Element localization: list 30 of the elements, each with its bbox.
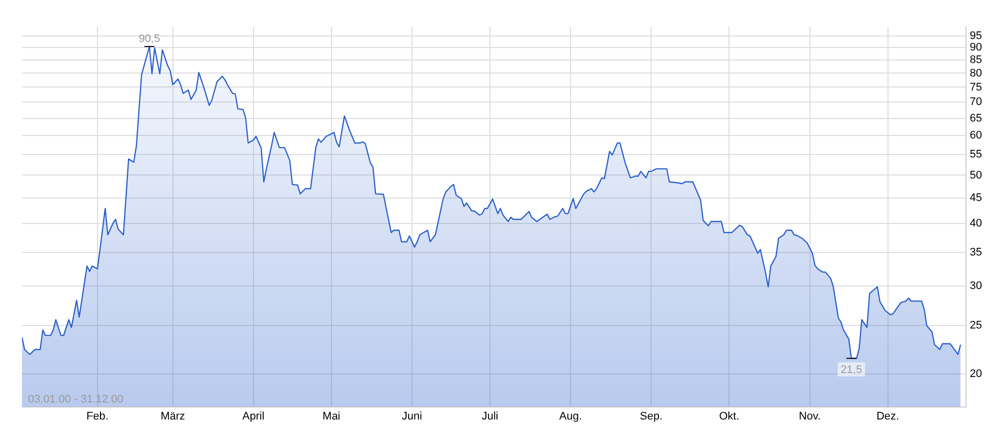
y-tick-label: 45 — [970, 192, 982, 204]
annotation: 90,5 — [138, 33, 160, 46]
y-tick-label: 25 — [970, 320, 982, 332]
y-tick-label: 80 — [970, 67, 982, 80]
x-tick-label: Nov. — [798, 410, 821, 422]
x-tick-label: Juli — [482, 410, 498, 422]
y-tick-label: 50 — [970, 169, 982, 182]
y-tick-label: 70 — [970, 96, 982, 108]
annotation: 03.01.00 - 31.12.00 — [28, 393, 124, 406]
x-tick-label: Juni — [402, 410, 422, 422]
y-tick-label: 40 — [970, 218, 982, 230]
y-tick-label: 90 — [970, 42, 982, 54]
y-tick-label: 55 — [970, 148, 982, 161]
x-tick-label: Mai — [322, 410, 340, 422]
y-tick-label: 85 — [970, 54, 982, 66]
y-tick-label: 20 — [970, 368, 982, 380]
annotation: 21,5 — [840, 364, 862, 376]
x-tick-label: Okt. — [719, 410, 740, 422]
x-tick-label: März — [160, 410, 186, 422]
x-tick-label: Feb. — [86, 410, 108, 422]
y-tick-label: 60 — [970, 130, 982, 142]
y-tick-label: 35 — [970, 246, 982, 259]
x-tick-label: Sep. — [640, 410, 662, 422]
y-tick-label: 75 — [970, 81, 982, 94]
x-tick-label: April — [242, 410, 264, 422]
y-tick-label: 30 — [970, 280, 982, 292]
y-tick-label: 95 — [970, 30, 982, 42]
x-tick-label: Aug. — [559, 410, 582, 422]
x-tick-label: Dez. — [876, 410, 900, 422]
y-tick-label: 65 — [970, 112, 982, 124]
